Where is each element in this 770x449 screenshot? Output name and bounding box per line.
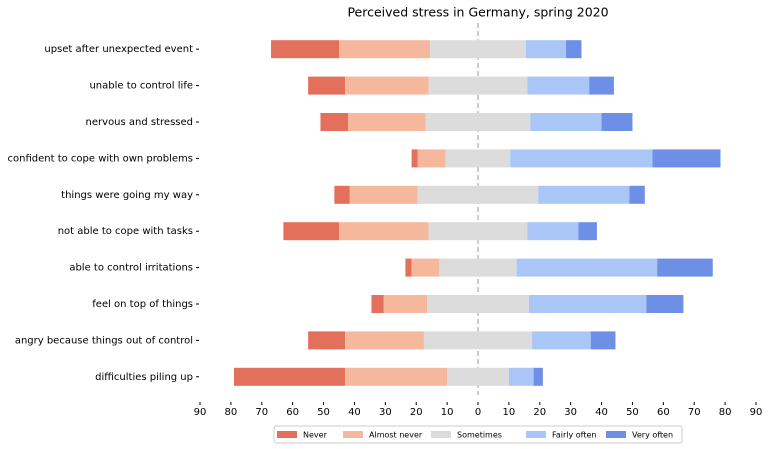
bar-segment [566, 40, 582, 59]
legend-label: Very often [632, 431, 673, 440]
bar-segment [411, 258, 440, 277]
y-tick-label: unable to control life [89, 81, 193, 92]
bar-segment [339, 40, 431, 59]
y-tick-label: not able to cope with tasks [58, 226, 193, 237]
bar-segment [334, 185, 350, 204]
x-tick-label: 90 [750, 407, 763, 418]
x-tick-label: 30 [564, 407, 577, 418]
x-tick-label: 80 [719, 407, 732, 418]
bar-segment [629, 185, 645, 204]
bar-segment [590, 331, 616, 350]
y-tick-label: confident to cope with own problems [8, 153, 194, 164]
legend-swatch [431, 431, 451, 438]
x-tick-label: 60 [286, 407, 299, 418]
bar-segment [578, 222, 597, 241]
bar-segment [320, 113, 349, 131]
legend-label: Never [303, 431, 328, 440]
legend-box [273, 425, 683, 444]
x-tick-label: 10 [441, 407, 454, 418]
x-tick-label: 80 [225, 407, 238, 418]
bar-segment [646, 295, 684, 313]
bar-segment [430, 40, 526, 59]
bar-segment [532, 331, 591, 350]
bar-segment [348, 113, 426, 131]
legend-swatch [277, 431, 297, 438]
x-tick-label: 20 [533, 407, 546, 418]
bar-segment [528, 295, 647, 313]
bar-segment [349, 185, 418, 204]
x-tick-label: 50 [317, 407, 330, 418]
legend-label: Fairly often [552, 431, 596, 440]
bar-segment [425, 113, 531, 131]
bar-segment [439, 258, 517, 277]
x-tick-label: 40 [348, 407, 361, 418]
y-tick-label: upset after unexpected event [44, 44, 193, 55]
bar-segment [525, 40, 567, 59]
bar-segment [428, 76, 528, 95]
y-tick-label: able to control irritations [69, 263, 193, 274]
bar-segment [283, 222, 339, 241]
bar-segment [345, 331, 424, 350]
bar-segment [516, 258, 658, 277]
legend-label: Sometimes [457, 431, 502, 440]
bar-segment [601, 113, 633, 131]
bar-segment [652, 149, 721, 168]
bar-segment [411, 149, 418, 168]
x-tick-label: 70 [688, 407, 701, 418]
y-tick-label: things were going my way [61, 190, 193, 201]
bar-segment [308, 76, 346, 95]
x-tick-label: 90 [194, 407, 207, 418]
bar-segment [527, 222, 579, 241]
y-tick-label: nervous and stressed [86, 117, 193, 128]
bar-segment [538, 185, 630, 204]
x-tick-label: 50 [626, 407, 639, 418]
bar-segment [527, 76, 590, 95]
bar-segment [383, 295, 428, 313]
bar-segment [508, 367, 534, 386]
bar-segment [423, 331, 533, 350]
legend-swatch [343, 431, 363, 438]
bar-segment [405, 258, 412, 277]
x-tick-label: 40 [595, 407, 608, 418]
bar-segment [428, 222, 528, 241]
bar-segment [271, 40, 339, 59]
legend-swatch [606, 431, 626, 438]
bar-segment [308, 331, 346, 350]
legend-swatch [526, 431, 546, 438]
bar-segment [345, 367, 448, 386]
bar-segment [445, 149, 511, 168]
bar-segment [530, 113, 602, 131]
bar-segment [589, 76, 614, 95]
bar-segment [345, 76, 429, 95]
x-tick-label: 10 [503, 407, 516, 418]
bar-segment [417, 149, 446, 168]
bar-segment [447, 367, 509, 386]
x-tick-label: 20 [410, 407, 423, 418]
bar-segment [339, 222, 429, 241]
x-tick-label: 60 [657, 407, 670, 418]
y-tick-label: angry because things out of control [15, 335, 193, 346]
bar-segment [427, 295, 529, 313]
x-tick-label: 70 [255, 407, 268, 418]
y-tick-label: difficulties piling up [95, 372, 193, 383]
legend-label: Almost never [369, 431, 423, 440]
y-tick-label: feel on top of things [92, 299, 193, 310]
bar-segment [371, 295, 384, 313]
bar-segment [657, 258, 713, 277]
x-tick-label: 0 [475, 407, 481, 418]
bar-segment [533, 367, 543, 386]
chart-title: Perceived stress in Germany, spring 2020 [347, 5, 608, 20]
bar-segment [510, 149, 653, 168]
x-tick-label: 30 [379, 407, 392, 418]
bar-segment [417, 185, 539, 204]
bar-segment [233, 367, 346, 386]
